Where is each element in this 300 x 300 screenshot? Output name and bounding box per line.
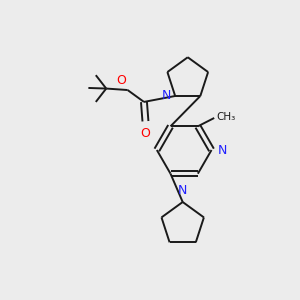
- Text: O: O: [116, 74, 126, 87]
- Text: N: N: [161, 89, 171, 102]
- Text: N: N: [218, 143, 227, 157]
- Text: O: O: [140, 127, 150, 140]
- Text: N: N: [178, 184, 188, 197]
- Text: CH₃: CH₃: [217, 112, 236, 122]
